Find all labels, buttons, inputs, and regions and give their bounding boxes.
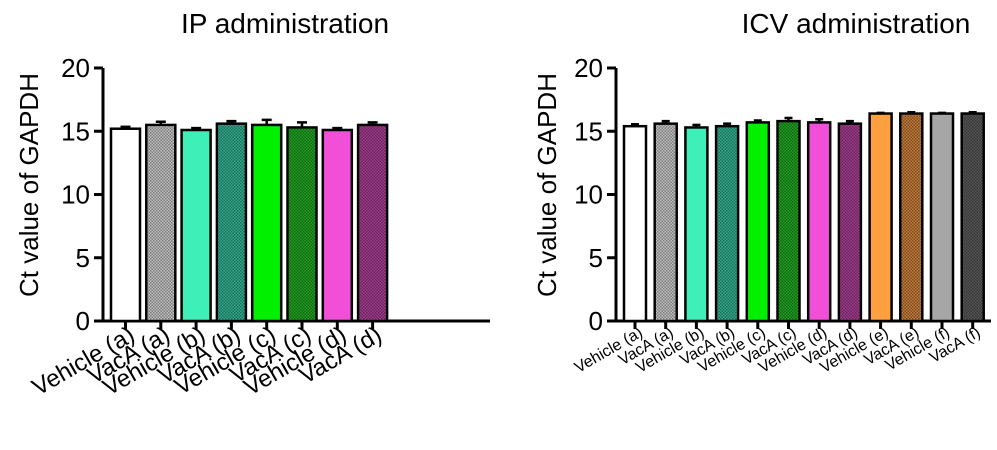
y-tick-label: 10 xyxy=(61,180,90,210)
y-tick-label: 20 xyxy=(574,53,603,83)
y-axis: 0 5 10 15 20 xyxy=(61,53,490,336)
y-tick-label: 15 xyxy=(574,116,603,146)
bar xyxy=(250,123,283,323)
chart-title: ICV administration xyxy=(742,8,971,39)
bar xyxy=(868,112,893,323)
y-tick-label: 5 xyxy=(76,243,90,273)
y-axis-label: Ct value of GAPDH xyxy=(14,73,44,297)
y-tick-label: 15 xyxy=(61,116,90,146)
bar xyxy=(806,121,832,323)
bar xyxy=(684,126,709,323)
bar xyxy=(180,128,212,323)
chart-panel-icv: ICV administration Ct value of GAPDH 0 5 1… xyxy=(532,8,991,377)
y-tick-label: 5 xyxy=(589,243,603,273)
chart-panel-ip: IP administration Ct value of GAPDH 0 5 10… xyxy=(14,8,490,401)
y-axis-label: Ct value of GAPDH xyxy=(532,73,562,297)
y-tick-label: 0 xyxy=(589,306,603,336)
bar xyxy=(321,128,354,323)
x-tick-labels: Vehicle (a)VacA (a)Vehicle (b)VacA (b)Ve… xyxy=(572,324,984,377)
bar xyxy=(745,121,771,323)
plot-area xyxy=(109,118,389,329)
bar xyxy=(929,112,955,323)
bar xyxy=(622,124,648,323)
bar xyxy=(109,127,142,323)
y-tick-label: 10 xyxy=(574,180,603,210)
y-tick-label: 0 xyxy=(76,306,90,336)
y-tick-label: 20 xyxy=(61,53,90,83)
chart-title: IP administration xyxy=(181,8,389,39)
plot-area xyxy=(622,111,985,329)
